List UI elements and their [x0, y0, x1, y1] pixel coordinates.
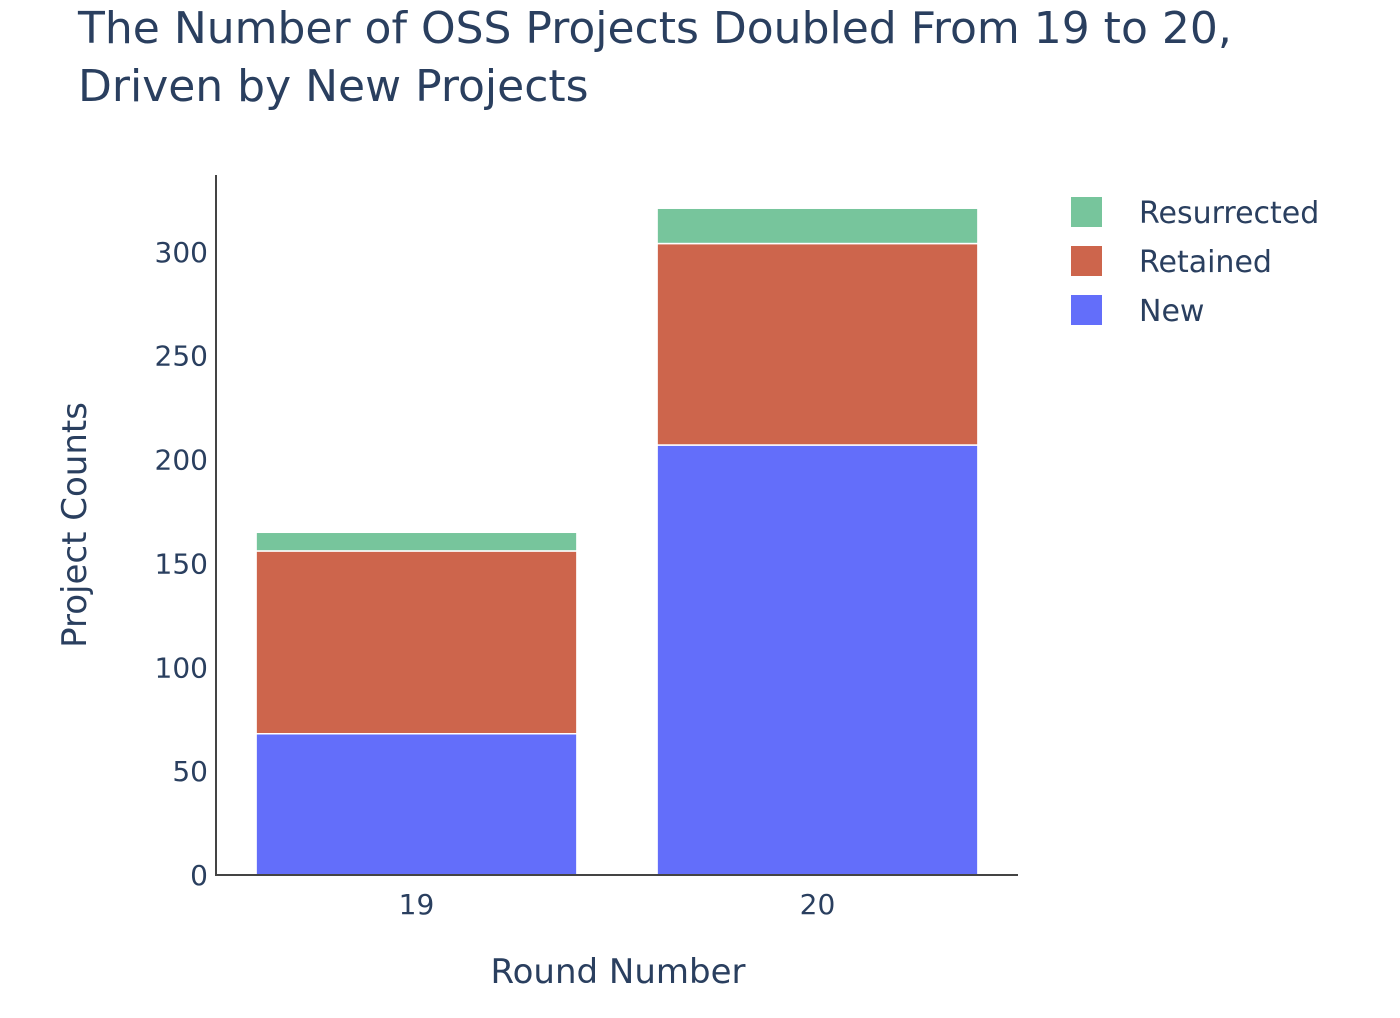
- y-tick-label: 250: [155, 340, 208, 373]
- x-tick-label: 19: [399, 888, 435, 921]
- bar-retained-20: [656, 242, 979, 446]
- bar-resurrected-20: [656, 207, 979, 245]
- x-tick-label: 20: [800, 888, 836, 921]
- bar-resurrected-19: [255, 531, 578, 552]
- legend-label-resurrected: Resurrected: [1139, 196, 1319, 231]
- bar-retained-19: [255, 550, 578, 735]
- y-tick-label: 300: [155, 236, 208, 269]
- legend-label-new: New: [1139, 294, 1204, 329]
- legend-swatch-new: [1071, 295, 1102, 325]
- y-axis-title: Project Counts: [55, 402, 95, 648]
- x-axis-title: Round Number: [491, 952, 746, 992]
- legend-swatch-resurrected: [1071, 197, 1102, 227]
- bar-new-20: [656, 444, 979, 876]
- y-tick-label: 50: [172, 755, 208, 788]
- y-tick-label: 100: [155, 651, 208, 684]
- chart-title-line: The Number of OSS Projects Doubled From …: [77, 3, 1232, 54]
- y-tick-label: 150: [155, 547, 208, 580]
- y-axis-ticks: 0 50 100 150 200 250 300: [155, 236, 208, 892]
- y-tick-label: 0: [190, 859, 208, 892]
- legend: Resurrected Retained New: [1071, 196, 1319, 329]
- bars: [255, 207, 979, 876]
- x-axis-ticks: 19 20: [399, 888, 836, 921]
- legend-label-retained: Retained: [1139, 245, 1272, 280]
- chart-title: The Number of OSS Projects Doubled From …: [77, 3, 1232, 112]
- y-tick-label: 200: [155, 444, 208, 477]
- chart-title-line: Driven by New Projects: [78, 61, 589, 112]
- bar-new-19: [255, 733, 578, 876]
- legend-swatch-retained: [1071, 246, 1102, 276]
